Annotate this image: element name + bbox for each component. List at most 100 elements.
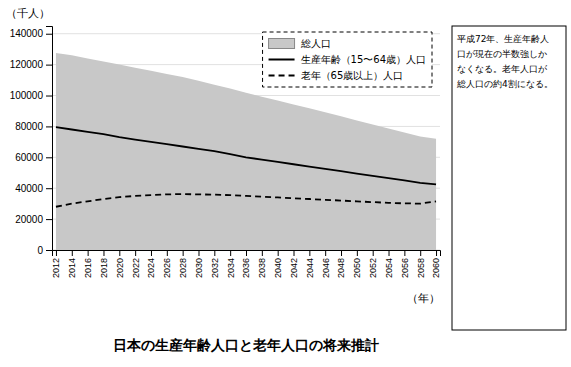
x-tick-label: 2012 [51,258,61,278]
x-tick: 2048 [336,250,346,278]
x-tick: 2050 [352,250,362,278]
x-tick-label: 2056 [400,258,410,278]
x-tick: 2026 [162,250,172,278]
y-tick-mark [46,34,52,35]
x-tick: 2018 [99,250,109,278]
legend-items: 総人口生産年齢（15〜64歳）人口老年（65歳以上）人口 [269,38,426,81]
annotation-text: 総人口の約4割になる。 [456,79,553,89]
x-tick: 2030 [194,250,204,278]
y-tick-label: 120000 [10,59,44,70]
x-tick-mark [294,250,295,256]
y-tick-mark [46,126,52,127]
x-tick-label: 2042 [289,258,299,278]
x-tick-mark [262,250,263,256]
x-tick: 2024 [146,250,156,278]
x-tick-mark [167,250,168,256]
annotation-text: 平成72年、生産年齢人 [457,34,549,44]
x-tick: 2038 [257,250,267,278]
legend: 総人口生産年齢（15〜64歳）人口老年（65歳以上）人口 [263,32,432,87]
line [56,194,436,207]
y-tick-label: 80000 [15,121,43,132]
x-tick-mark [325,250,326,256]
y-tick-label: 60000 [15,152,43,163]
x-axis: 2012201420162018202020222024202620282030… [51,250,441,278]
annotation: 平成72年、生産年齢人口が現在の半数強しかなくなる。老年人口が総人口の約4割にな… [452,26,566,330]
x-tick: 2014 [67,250,77,278]
x-tick-label: 2036 [241,258,251,278]
x-tick: 2034 [226,250,236,278]
x-tick-label: 2024 [146,258,156,278]
x-tick-mark [198,250,199,256]
y-tick: 0 [37,245,52,256]
x-tick-label: 2050 [352,258,362,278]
x-tick: 2016 [83,250,93,278]
x-tick-mark [119,250,120,256]
x-tick-mark [56,250,57,256]
x-tick-mark [389,250,390,256]
y-tick-mark [46,96,52,97]
x-tick-label: 2026 [162,258,172,278]
x-tick-mark [373,250,374,256]
x-tick-mark [103,250,104,256]
x-tick-mark [246,250,247,256]
x-tick-mark [135,250,136,256]
y-tick: 60000 [15,152,52,163]
x-tick-mark [436,250,437,256]
y-tick-label: 100000 [10,90,44,101]
y-axis: 020000400006000080000100000120000140000 [10,27,53,256]
x-axis-line [53,251,441,257]
y-tick-label: 0 [37,245,43,256]
legend-swatch [269,75,295,77]
x-tick: 2054 [384,250,394,278]
x-tick: 2042 [289,250,299,278]
annotation-box [452,26,566,330]
y-tick-mark [46,250,52,251]
legend-label: 老年（65歳以上）人口 [301,70,404,81]
x-tick-label: 2060 [431,258,441,278]
x-tick-label: 2048 [336,258,346,278]
x-tick-mark [214,250,215,256]
x-tick-mark [230,250,231,256]
x-tick: 2044 [305,250,315,278]
y-axis-line [46,27,53,251]
y-axis-label: （千人） [6,7,50,20]
x-tick: 2058 [416,250,426,278]
x-tick: 2028 [178,250,188,278]
x-tick: 2046 [321,250,331,278]
x-tick-mark [357,250,358,256]
legend-swatch [269,39,295,49]
y-tick-mark [46,157,52,158]
x-tick-label: 2046 [321,258,331,278]
x-tick: 2056 [400,250,410,278]
x-tick-mark [309,250,310,256]
x-tick-mark [341,250,342,256]
x-tick-label: 2028 [178,258,188,278]
x-tick-label: 2030 [194,258,204,278]
legend-label: 生産年齢（15〜64歳）人口 [301,54,426,65]
legend-item: 生産年齢（15〜64歳）人口 [269,54,426,65]
x-tick-label: 2058 [416,258,426,278]
y-tick-mark [46,65,52,66]
legend-label: 総人口 [300,38,331,49]
x-tick-mark [420,250,421,256]
y-tick: 100000 [10,90,52,101]
x-tick: 2040 [273,250,283,278]
x-tick: 2060 [431,250,441,278]
x-tick: 2012 [51,250,61,278]
x-tick-label: 2054 [384,258,394,278]
y-tick: 20000 [15,214,52,225]
chart: 2012201420162018202020222024202620282030… [0,0,571,367]
x-tick-label: 2022 [131,258,141,278]
x-tick: 2036 [241,250,251,278]
legend-frame [263,32,432,87]
x-tick-label: 2052 [368,258,378,278]
x-tick-label: 2016 [83,258,93,278]
y-tick-mark [46,219,52,220]
x-tick-label: 2018 [99,258,109,278]
title: 日本の生産年齢人口と老年人口の将来推計 [113,337,379,353]
x-tick-mark [72,250,73,256]
x-axis-label: （年） [407,292,440,305]
x-tick-label: 2038 [257,258,267,278]
x-tick-mark [278,250,279,256]
x-tick-mark [151,250,152,256]
